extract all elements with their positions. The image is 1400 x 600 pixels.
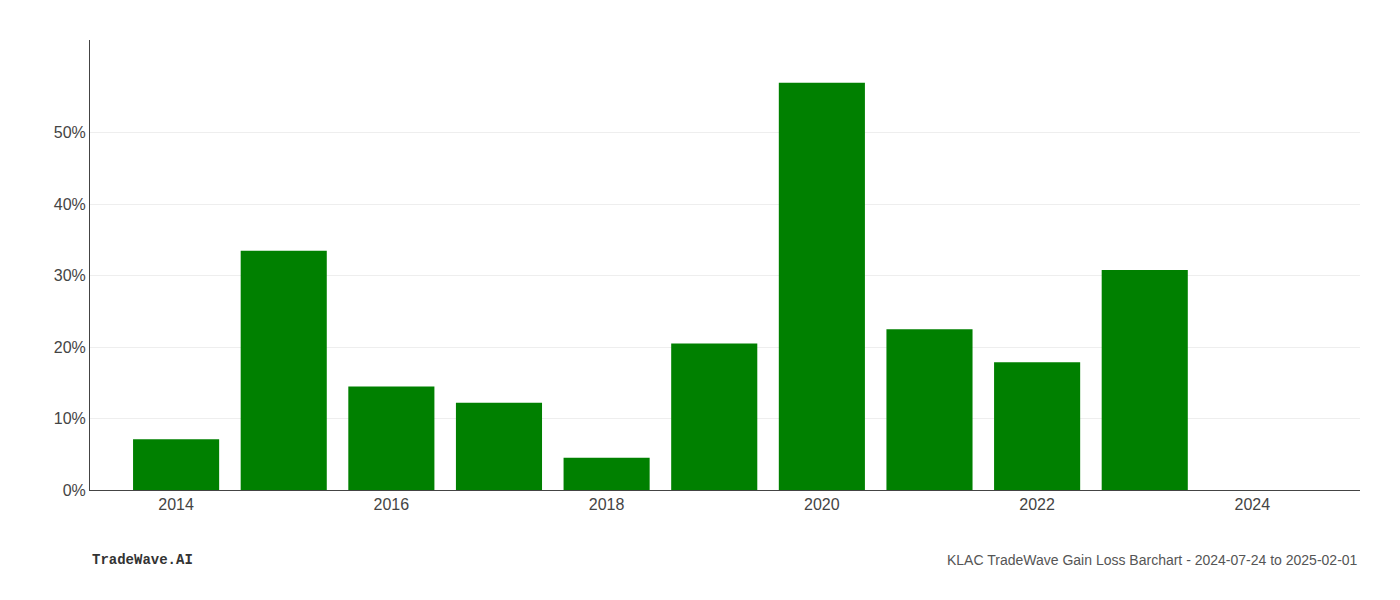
svg-text:2014: 2014 <box>158 496 194 513</box>
svg-text:2020: 2020 <box>804 496 840 513</box>
svg-text:KLAC TradeWave Gain Loss Barch: KLAC TradeWave Gain Loss Barchart - 2024… <box>947 552 1358 568</box>
svg-text:30%: 30% <box>54 267 86 284</box>
svg-text:50%: 50% <box>54 124 86 141</box>
svg-text:TradeWave.AI: TradeWave.AI <box>92 552 193 568</box>
svg-text:2024: 2024 <box>1235 496 1271 513</box>
svg-text:10%: 10% <box>54 410 86 427</box>
svg-text:2016: 2016 <box>374 496 410 513</box>
svg-text:20%: 20% <box>54 339 86 356</box>
svg-text:40%: 40% <box>54 196 86 213</box>
svg-text:2022: 2022 <box>1019 496 1055 513</box>
svg-text:2018: 2018 <box>589 496 625 513</box>
svg-text:0%: 0% <box>63 482 86 499</box>
